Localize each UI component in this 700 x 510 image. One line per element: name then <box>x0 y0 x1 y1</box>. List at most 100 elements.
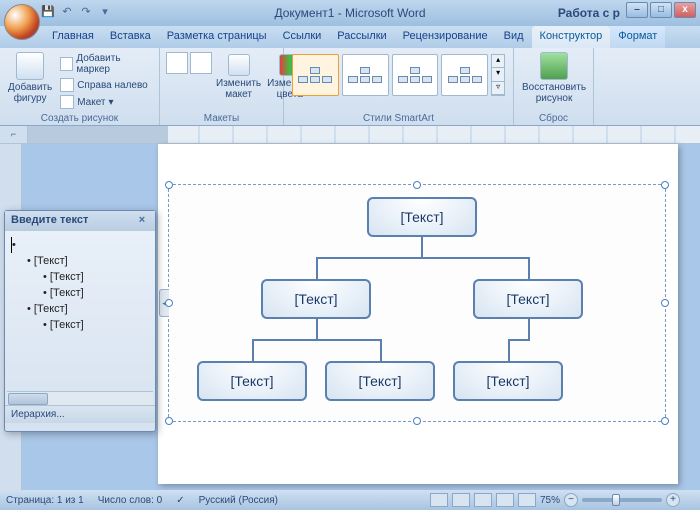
status-proofing-icon[interactable]: ✓ <box>176 495 184 506</box>
resize-handle[interactable] <box>165 299 173 307</box>
doc-title: Документ1 <box>274 6 334 20</box>
zoom-slider[interactable] <box>582 498 662 502</box>
view-web-button[interactable] <box>474 493 492 507</box>
smartart-style-gallery: ▴▾▿ <box>290 50 507 100</box>
org-node[interactable]: [Текст] <box>197 361 307 401</box>
tab-view[interactable]: Вид <box>496 26 532 48</box>
zoom-in-button[interactable]: + <box>666 493 680 507</box>
org-node[interactable]: [Текст] <box>261 279 371 319</box>
textpane-close-icon[interactable]: × <box>135 214 149 228</box>
style-item[interactable] <box>292 54 339 96</box>
rtl-icon <box>60 78 74 92</box>
view-outline-button[interactable] <box>496 493 514 507</box>
resize-handle[interactable] <box>661 299 669 307</box>
layout-thumb[interactable] <box>190 52 212 74</box>
connector <box>421 237 423 259</box>
reset-icon <box>540 52 568 80</box>
view-print-layout-button[interactable] <box>430 493 448 507</box>
text-item[interactable]: [Текст] <box>43 269 149 285</box>
tab-references[interactable]: Ссылки <box>275 26 330 48</box>
group-label-layouts: Макеты <box>160 113 283 124</box>
layout-icon <box>60 95 74 109</box>
zoom-thumb[interactable] <box>612 494 620 506</box>
add-shape-button[interactable]: Добавить фигуру <box>6 50 54 110</box>
connector <box>252 339 254 361</box>
layout-dropdown[interactable]: Макет ▾ <box>58 94 153 110</box>
ruler-horizontal: ⌐ <box>0 126 700 144</box>
connector <box>508 339 530 341</box>
org-node[interactable]: [Текст] <box>367 197 477 237</box>
group-label-reset: Сброс <box>514 113 593 124</box>
tab-home[interactable]: Главная <box>44 26 102 48</box>
zoom-out-button[interactable]: − <box>564 493 578 507</box>
add-bullet-button[interactable]: Добавить маркер <box>58 52 153 76</box>
quick-access-toolbar: 💾 ↶ ↷ ▾ <box>40 5 113 21</box>
redo-icon[interactable]: ↷ <box>78 5 94 21</box>
resize-handle[interactable] <box>661 417 669 425</box>
reset-graphic-button[interactable]: Восстановить рисунок <box>520 50 588 106</box>
org-node[interactable]: [Текст] <box>453 361 563 401</box>
resize-handle[interactable] <box>413 417 421 425</box>
text-item[interactable]: [Текст] <box>27 253 149 269</box>
tab-design[interactable]: Конструктор <box>532 26 611 48</box>
resize-handle[interactable] <box>165 181 173 189</box>
connector <box>528 319 530 341</box>
smartart-object[interactable]: ◂ [Текст] [Текст] [Текст] [Текст] <box>168 184 666 422</box>
gallery-scroll[interactable]: ▴▾▿ <box>491 54 505 96</box>
smartart-canvas: [Текст] [Текст] [Текст] [Текст] [Текст] … <box>177 193 657 413</box>
tab-format[interactable]: Формат <box>610 26 665 48</box>
style-item[interactable] <box>342 54 389 96</box>
minimize-button[interactable]: – <box>626 2 648 18</box>
undo-icon[interactable]: ↶ <box>59 5 75 21</box>
text-item[interactable]: [Текст] <box>43 285 149 301</box>
org-node[interactable]: [Текст] <box>473 279 583 319</box>
view-fullscreen-button[interactable] <box>452 493 470 507</box>
textpane-body[interactable]: [Текст] [Текст] [Текст] [Текст] [Текст] <box>5 231 155 391</box>
connector <box>508 339 510 361</box>
change-layout-button[interactable]: Изменить макет <box>214 52 263 102</box>
textpane-scrollbar[interactable] <box>7 391 153 405</box>
status-word-count[interactable]: Число слов: 0 <box>98 495 162 506</box>
ribbon: Добавить фигуру Добавить маркер Справа н… <box>0 48 700 126</box>
rtl-button[interactable]: Справа налево <box>58 77 153 93</box>
style-item[interactable] <box>441 54 488 96</box>
office-button[interactable] <box>4 4 40 40</box>
close-button[interactable]: x <box>674 2 696 18</box>
add-shape-icon <box>16 52 44 80</box>
text-item[interactable]: [Текст] <box>43 317 149 333</box>
status-bar: Страница: 1 из 1 Число слов: 0 ✓ Русский… <box>0 490 700 510</box>
textpane-footer[interactable]: Иерархия... <box>5 405 155 423</box>
smartart-text-pane[interactable]: Введите текст × [Текст] [Текст] [Текст] … <box>4 210 156 432</box>
ruler-h-scale[interactable] <box>28 126 700 143</box>
tab-page-layout[interactable]: Разметка страницы <box>159 26 275 48</box>
resize-handle[interactable] <box>165 417 173 425</box>
layout-thumb[interactable] <box>166 52 188 74</box>
tab-review[interactable]: Рецензирование <box>395 26 496 48</box>
save-icon[interactable]: 💾 <box>40 5 56 21</box>
scrollbar-thumb[interactable] <box>8 393 48 405</box>
style-item[interactable] <box>392 54 439 96</box>
tab-mailings[interactable]: Рассылки <box>329 26 394 48</box>
status-language[interactable]: Русский (Россия) <box>199 495 278 506</box>
connector <box>252 339 382 341</box>
tab-insert[interactable]: Вставка <box>102 26 159 48</box>
qat-more-icon[interactable]: ▾ <box>97 5 113 21</box>
org-node[interactable]: [Текст] <box>325 361 435 401</box>
resize-handle[interactable] <box>413 181 421 189</box>
maximize-button[interactable]: □ <box>650 2 672 18</box>
text-item[interactable]: [Текст] <box>27 301 149 317</box>
ruler-corner: ⌐ <box>0 126 28 143</box>
resize-handle[interactable] <box>661 181 669 189</box>
change-layout-icon <box>228 54 250 76</box>
status-right: 75% − + <box>430 493 680 507</box>
view-draft-button[interactable] <box>518 493 536 507</box>
ribbon-group-create: Добавить фигуру Добавить маркер Справа н… <box>0 48 160 125</box>
window-title: Документ1 - Microsoft Word <box>274 6 425 20</box>
connector <box>316 257 530 259</box>
connector <box>316 319 318 341</box>
text-item[interactable] <box>11 237 149 253</box>
status-page[interactable]: Страница: 1 из 1 <box>6 495 84 506</box>
zoom-percent[interactable]: 75% <box>540 495 560 506</box>
textpane-titlebar[interactable]: Введите текст × <box>5 211 155 231</box>
connector <box>380 339 382 361</box>
